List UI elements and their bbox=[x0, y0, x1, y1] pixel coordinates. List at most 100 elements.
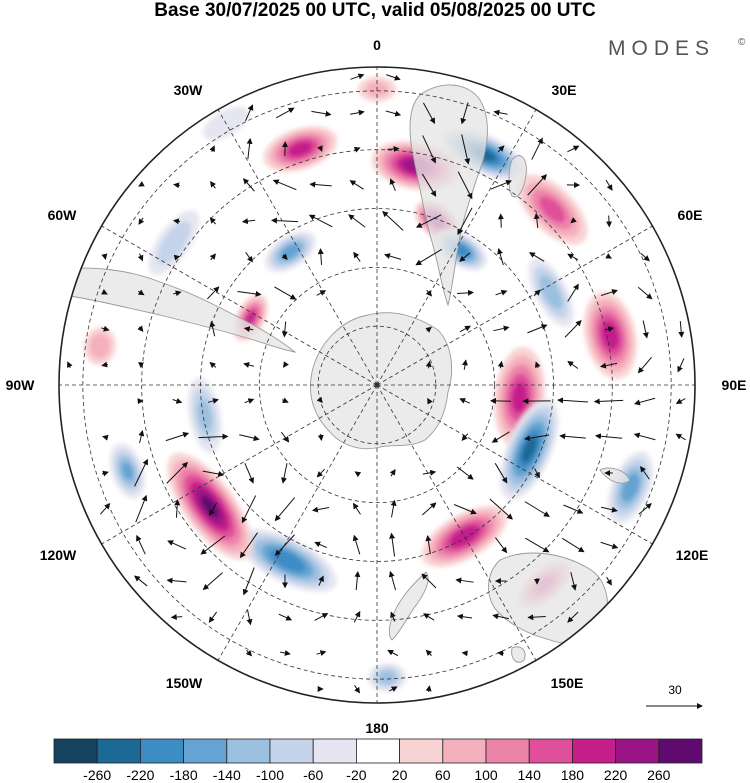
wind-arrow bbox=[138, 181, 145, 187]
wind-arrow bbox=[497, 145, 505, 153]
wind-arrow bbox=[246, 609, 253, 626]
colorbar-swatch bbox=[269, 738, 314, 764]
wind-arrow bbox=[165, 432, 190, 442]
wind-arrow bbox=[567, 611, 579, 623]
colorbar-swatch bbox=[355, 738, 400, 764]
anomaly-center-17 bbox=[83, 327, 116, 366]
wind-arrow bbox=[415, 214, 442, 228]
antarctica-land bbox=[310, 312, 453, 450]
anomaly-center-4 bbox=[517, 174, 588, 245]
wind-arrow bbox=[527, 174, 547, 196]
south-pole-marker bbox=[374, 382, 380, 388]
colorbar-swatch bbox=[442, 738, 487, 764]
anomaly-contour bbox=[539, 196, 566, 223]
colorbar-label: -220 bbox=[126, 767, 154, 783]
wind-arrow bbox=[239, 434, 260, 442]
wind-arrow bbox=[350, 73, 365, 80]
wind-arrow bbox=[242, 178, 255, 192]
wind-arrow bbox=[101, 289, 108, 295]
colorbar-swatch bbox=[139, 738, 184, 764]
wind-arrow bbox=[675, 433, 686, 441]
latitude-circle bbox=[258, 266, 496, 504]
wind-arrow bbox=[134, 575, 148, 587]
graticule bbox=[59, 67, 695, 703]
lon-label-150w: 150W bbox=[166, 675, 203, 691]
anomaly-center-13 bbox=[238, 529, 337, 593]
wind-arrow bbox=[387, 649, 399, 657]
wind-arrow bbox=[559, 433, 586, 440]
wind-arrow bbox=[243, 326, 254, 333]
wind-arrow bbox=[494, 463, 508, 484]
wind-arrow bbox=[382, 210, 404, 231]
wind-arrow bbox=[137, 289, 145, 296]
wind-arrow bbox=[634, 397, 656, 406]
wind-arrow bbox=[427, 397, 433, 405]
wind-arrow bbox=[640, 252, 650, 262]
wind-vectors bbox=[67, 73, 686, 694]
wind-arrow bbox=[495, 289, 508, 296]
wind-arrow bbox=[637, 286, 653, 300]
wind-arrow bbox=[563, 504, 584, 514]
anomaly-contour bbox=[89, 333, 111, 359]
wind-arrow bbox=[353, 147, 361, 153]
wind-arrow bbox=[138, 429, 145, 444]
lon-label-120e: 120E bbox=[676, 547, 709, 563]
lon-label-60w: 60W bbox=[48, 207, 78, 223]
wind-arrow bbox=[533, 212, 540, 229]
wind-arrow bbox=[311, 506, 330, 513]
wind-arrow bbox=[493, 109, 508, 116]
wind-arrow bbox=[244, 462, 254, 484]
wind-arrow bbox=[172, 218, 181, 225]
anomaly-contour bbox=[121, 461, 134, 481]
wind-arrow bbox=[389, 178, 396, 192]
anomaly-contour bbox=[378, 670, 397, 685]
wind-arrow bbox=[425, 326, 432, 333]
colorbar-label: 140 bbox=[518, 767, 542, 783]
wind-arrow bbox=[567, 253, 579, 261]
wind-arrow bbox=[461, 359, 468, 370]
wind-arrow bbox=[567, 360, 579, 369]
wind-arrow bbox=[527, 614, 546, 621]
wind-arrow bbox=[353, 610, 361, 623]
wind-arrow bbox=[385, 110, 402, 117]
wind-arrow bbox=[278, 613, 293, 621]
wind-arrow bbox=[570, 572, 577, 591]
wind-arrow bbox=[421, 502, 437, 516]
wind-arrow bbox=[137, 325, 144, 333]
anomaly-center-20 bbox=[264, 231, 316, 273]
wind-arrow bbox=[415, 248, 443, 266]
wind-arrow bbox=[245, 649, 253, 657]
wind-arrow bbox=[461, 433, 469, 442]
wind-arrow bbox=[561, 537, 585, 553]
wind-arrow bbox=[490, 180, 512, 190]
wind-arrow bbox=[173, 182, 181, 189]
wind-arrow bbox=[460, 102, 469, 125]
anomaly-center-19 bbox=[148, 210, 200, 276]
wind-arrow bbox=[459, 325, 471, 333]
wind-arrow bbox=[425, 685, 432, 692]
brand-logo: MODES © bbox=[608, 37, 746, 60]
wind-arrow bbox=[283, 361, 289, 368]
wind-arrow bbox=[317, 433, 324, 442]
wind-arrow bbox=[274, 286, 297, 300]
wind-arrow bbox=[241, 495, 257, 524]
meridian-line bbox=[217, 384, 378, 661]
wind-arrow bbox=[387, 145, 400, 152]
wind-arrow bbox=[167, 540, 187, 550]
wind-arrow bbox=[242, 567, 255, 596]
wind-arrow bbox=[349, 180, 364, 190]
wind-arrow bbox=[594, 433, 623, 440]
wind-arrow bbox=[567, 145, 580, 153]
wind-arrow bbox=[348, 214, 366, 228]
wind-arrow bbox=[314, 613, 329, 621]
wind-arrow bbox=[136, 534, 146, 555]
south-america-land bbox=[59, 267, 297, 353]
meridian-line bbox=[217, 109, 378, 386]
wind-arrow bbox=[493, 325, 510, 332]
wind-arrow bbox=[314, 541, 328, 549]
colorbar-swatch bbox=[53, 738, 98, 764]
colorbar-swatch bbox=[572, 738, 617, 764]
colorbar-label: 100 bbox=[474, 767, 498, 783]
anomaly-contour bbox=[539, 275, 563, 310]
reference-vector: 30 bbox=[646, 683, 703, 709]
